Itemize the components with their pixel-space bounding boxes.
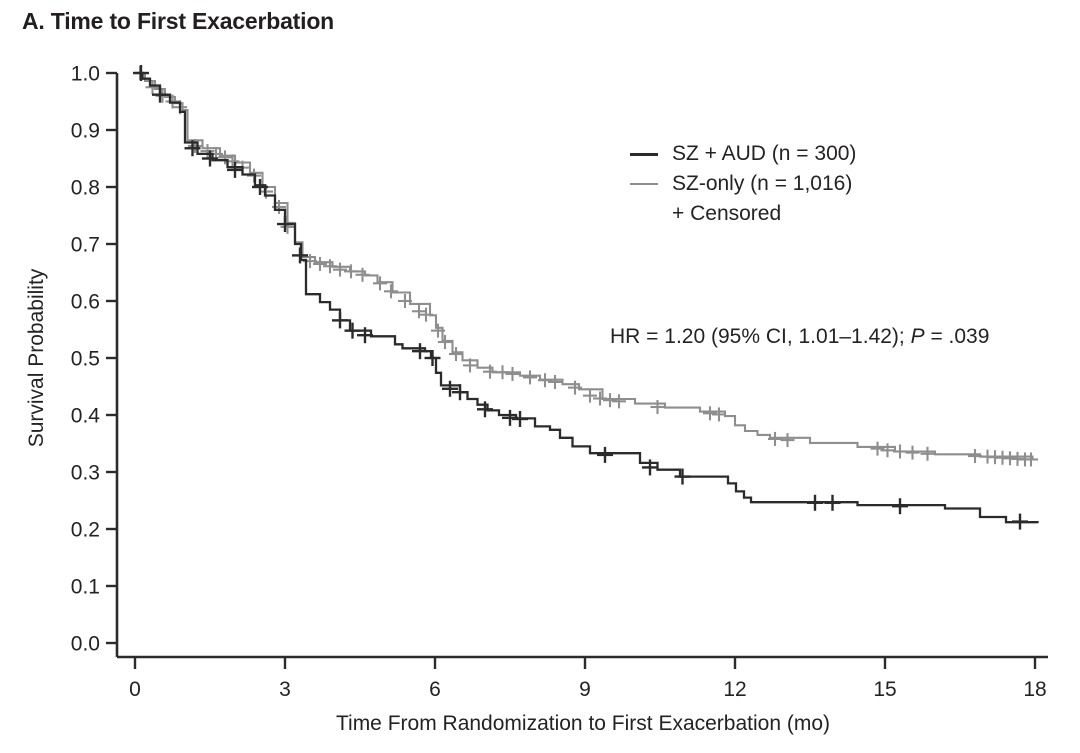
y-tick-label: 0.0 [71,633,100,656]
legend-line-swatch-gray [630,182,658,186]
y-tick-label: 1.0 [71,63,100,86]
legend-label: SZ-only (n = 1,016) [672,172,853,195]
annotation-p-symbol: P [910,325,925,348]
legend: SZ + AUD (n = 300) SZ-only (n = 1,016) +… [630,139,856,229]
y-tick-label: 0.8 [71,177,100,200]
x-tick-label: 0 [129,678,141,701]
y-tick-label: 0.1 [71,576,100,599]
y-tick-label: 0.5 [71,348,100,371]
censor-marks-sz-only-n-1-016- [133,66,1038,467]
x-tick-label: 18 [1023,678,1046,701]
legend-line-swatch-black [630,152,658,156]
x-tick-label: 6 [429,678,441,701]
annotation-suffix: = .039 [924,325,990,348]
legend-label: + Censored [672,202,782,225]
y-tick-label: 0.7 [71,234,100,257]
x-tick-label: 9 [579,678,591,701]
legend-item-sz-only: SZ-only (n = 1,016) [630,169,856,199]
legend-item-sz-aud: SZ + AUD (n = 300) [630,139,856,169]
legend-label: SZ + AUD (n = 300) [672,142,857,165]
x-tick-label: 15 [873,678,896,701]
censor-marks-sz-aud-n-300- [133,65,1028,530]
x-tick-label: 12 [723,678,746,701]
x-tick-label: 3 [279,678,291,701]
y-tick-label: 0.4 [71,405,101,428]
x-axis-label: Time From Randomization to First Exacerb… [335,712,831,735]
y-tick-label: 0.6 [71,291,100,314]
y-tick-label: 0.2 [71,519,100,542]
hazard-ratio-annotation: HR = 1.20 (95% CI, 1.01–1.42); P = .039 [610,325,989,349]
y-tick-label: 0.9 [71,120,100,143]
km-curve-sz-aud-n-300- [135,71,1039,524]
y-tick-label: 0.3 [71,462,100,485]
km-curve-sz-only-n-1-016- [135,71,1034,460]
legend-item-censored: + Censored [630,199,856,229]
annotation-prefix: HR = 1.20 (95% CI, 1.01–1.42); [610,325,911,348]
figure-title: A. Time to First Exacerbation [22,8,335,34]
